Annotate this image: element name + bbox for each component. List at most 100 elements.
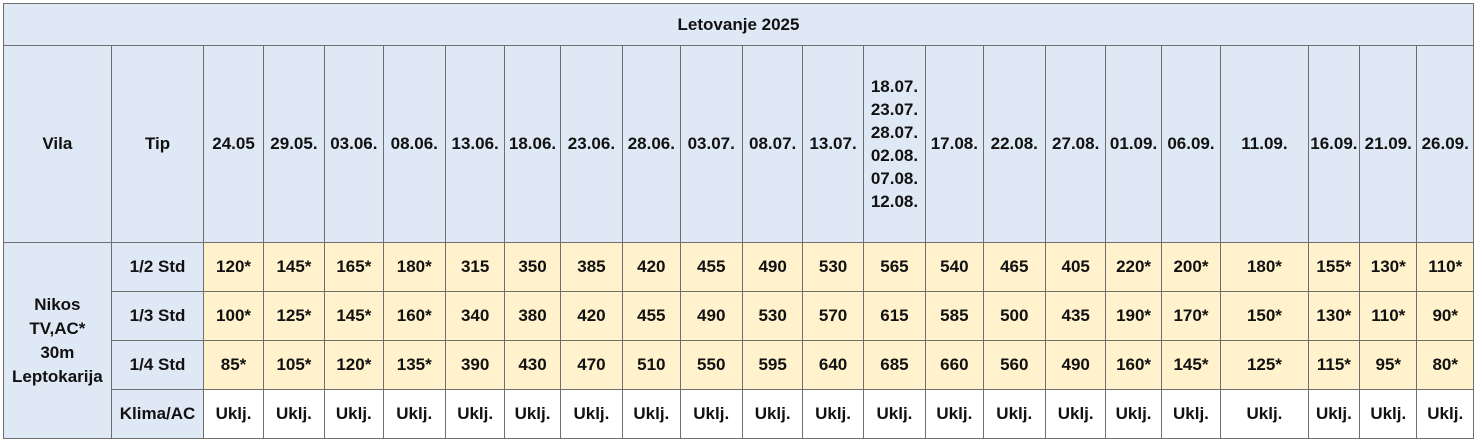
price-cell: 85* (203, 340, 264, 390)
price-cell: 180* (382, 242, 446, 292)
date-header: 21.09. (1359, 45, 1418, 243)
ac-cell: Uklj. (679, 389, 743, 439)
price-cell: 660 (925, 340, 984, 390)
date-header: 13.07. (802, 45, 864, 243)
ac-cell: Uklj. (1359, 389, 1418, 439)
price-cell: 640 (802, 340, 864, 390)
ac-cell: Uklj. (802, 389, 864, 439)
date-header: 13.06. (444, 45, 506, 243)
ac-cell: Uklj. (1416, 389, 1474, 439)
price-cell: 80* (1416, 340, 1474, 390)
ac-cell: Uklj. (504, 389, 561, 439)
price-cell: 565 (862, 242, 927, 292)
price-cell: 420 (622, 242, 681, 292)
ac-cell: Uklj. (382, 389, 446, 439)
date-header: 17.08. (925, 45, 984, 243)
room-type: 1/4 Std (110, 340, 205, 390)
date-header: 22.08. (982, 45, 1046, 243)
price-cell: 160* (1105, 340, 1162, 390)
room-type: Klima/AC (110, 389, 205, 439)
price-cell: 90* (1416, 291, 1474, 341)
ac-cell: Uklj. (559, 389, 624, 439)
price-cell: 120* (203, 242, 264, 292)
ac-cell: Uklj. (1160, 389, 1222, 439)
price-cell: 615 (862, 291, 927, 341)
price-cell: 145* (262, 242, 326, 292)
date-header: 27.08. (1044, 45, 1107, 243)
ac-cell: Uklj. (925, 389, 984, 439)
price-cell: 135* (382, 340, 446, 390)
price-cell: 585 (925, 291, 984, 341)
price-cell: 315 (444, 242, 506, 292)
date-header: 26.09. (1416, 45, 1474, 243)
date-header: 03.06. (324, 45, 384, 243)
price-cell: 130* (1359, 242, 1418, 292)
price-cell: 350 (504, 242, 561, 292)
price-cell: 470 (559, 340, 624, 390)
price-cell: 160* (382, 291, 446, 341)
date-header: 28.06. (622, 45, 681, 243)
date-header: 18.06. (504, 45, 561, 243)
ac-cell: Uklj. (982, 389, 1046, 439)
price-cell: 125* (1220, 340, 1309, 390)
date-header: 18.07. 23.07. 28.07. 02.08. 07.08. 12.08… (862, 45, 927, 243)
ac-cell: Uklj. (1220, 389, 1309, 439)
price-cell: 100* (203, 291, 264, 341)
villa-name: Nikos (34, 294, 81, 314)
price-cell: 550 (679, 340, 743, 390)
table-title: Letovanje 2025 (3, 3, 1474, 46)
price-cell: 145* (324, 291, 384, 341)
price-cell: 595 (741, 340, 804, 390)
header-vila: Vila (3, 45, 112, 243)
price-cell: 540 (925, 242, 984, 292)
price-cell: 110* (1416, 242, 1474, 292)
ac-cell: Uklj. (1044, 389, 1107, 439)
price-cell: 200* (1160, 242, 1222, 292)
price-cell: 380 (504, 291, 561, 341)
price-cell: 490 (741, 242, 804, 292)
price-cell: 570 (802, 291, 864, 341)
price-table: Letovanje 2025 Vila Tip 24.05 29.05. 03.06… (3, 3, 1474, 439)
price-cell: 405 (1044, 242, 1107, 292)
price-cell: 340 (444, 291, 506, 341)
villa-distance: 30m (40, 342, 75, 362)
price-cell: 145* (1160, 340, 1222, 390)
room-type: 1/2 Std (110, 242, 205, 292)
date-header: 23.06. (559, 45, 624, 243)
price-cell: 150* (1220, 291, 1309, 341)
ac-cell: Uklj. (324, 389, 384, 439)
price-cell: 180* (1220, 242, 1309, 292)
ac-cell: Uklj. (622, 389, 681, 439)
villa-amenities: TV,AC* (29, 318, 86, 338)
price-cell: 130* (1307, 291, 1361, 341)
price-cell: 170* (1160, 291, 1222, 341)
price-cell: 490 (1044, 340, 1107, 390)
price-cell: 455 (679, 242, 743, 292)
villa-cell: Nikos TV,AC* 30m Leptokarija (3, 242, 112, 439)
price-cell: 220* (1105, 242, 1162, 292)
price-cell: 385 (559, 242, 624, 292)
price-cell: 390 (444, 340, 506, 390)
price-cell: 510 (622, 340, 681, 390)
price-cell: 105* (262, 340, 326, 390)
price-cell: 155* (1307, 242, 1361, 292)
price-cell: 430 (504, 340, 561, 390)
villa-location: Leptokarija (12, 366, 103, 386)
date-header: 08.06. (382, 45, 446, 243)
header-tip: Tip (110, 45, 205, 243)
price-cell: 500 (982, 291, 1046, 341)
price-cell: 560 (982, 340, 1046, 390)
price-cell: 125* (262, 291, 326, 341)
date-header: 01.09. (1105, 45, 1162, 243)
date-header: 08.07. (741, 45, 804, 243)
price-cell: 530 (802, 242, 864, 292)
room-type: 1/3 Std (110, 291, 205, 341)
ac-cell: Uklj. (1105, 389, 1162, 439)
date-header: 03.07. (679, 45, 743, 243)
price-cell: 165* (324, 242, 384, 292)
price-cell: 420 (559, 291, 624, 341)
price-cell: 465 (982, 242, 1046, 292)
price-cell: 190* (1105, 291, 1162, 341)
date-header: 24.05 (203, 45, 264, 243)
ac-cell: Uklj. (741, 389, 804, 439)
